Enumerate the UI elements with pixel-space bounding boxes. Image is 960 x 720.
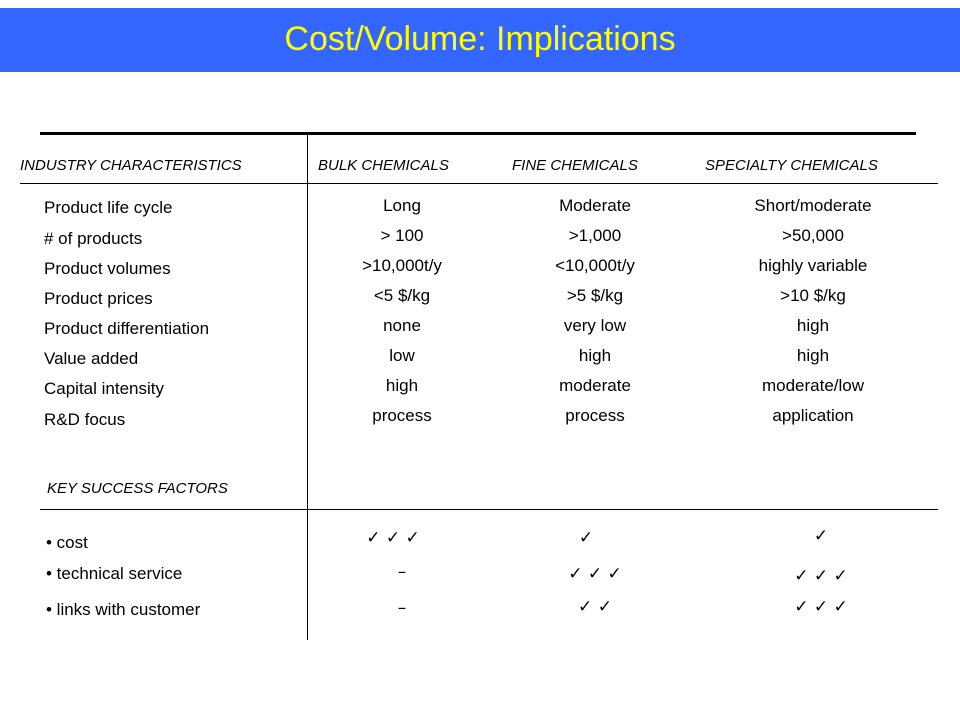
cell-specialty: application xyxy=(772,406,854,425)
row-label: Capital intensity xyxy=(44,379,165,398)
ksf-label: • links with customer xyxy=(46,600,201,619)
cell-specialty: highly variable xyxy=(758,256,868,275)
cell-fine: >5 $/kg xyxy=(566,286,624,305)
header-fine-chemicals: FINE CHEMICALS xyxy=(512,157,638,174)
ksf-bulk: – xyxy=(397,598,407,618)
cell-fine: Moderate xyxy=(559,196,631,215)
cell-specialty: moderate/low xyxy=(761,376,865,395)
cell-bulk: none xyxy=(383,316,421,335)
title-bar: Cost/Volume: Implications xyxy=(0,8,960,72)
header-rule xyxy=(20,183,938,184)
row-label: Product prices xyxy=(44,289,153,308)
cell-bulk: low xyxy=(389,346,415,365)
cell-specialty: >10 $/kg xyxy=(780,286,846,305)
cell-fine: moderate xyxy=(559,376,631,395)
ksf-fine: ✓ xyxy=(578,528,594,548)
row-label: # of products xyxy=(44,229,143,248)
ksf-bulk: – xyxy=(397,562,407,582)
top-rule xyxy=(40,132,916,135)
ksf-bulk: ✓ ✓ ✓ xyxy=(366,528,420,548)
row-label: R&D focus xyxy=(44,410,126,429)
cell-specialty: high xyxy=(796,316,830,335)
ksf-fine: ✓ ✓ ✓ xyxy=(568,564,622,584)
row-label: Product life cycle xyxy=(44,198,173,217)
header-bulk-chemicals: BULK CHEMICALS xyxy=(318,157,449,174)
cell-fine: >1,000 xyxy=(568,226,622,245)
key-success-factors-heading: KEY SUCCESS FACTORS xyxy=(47,480,228,497)
header-industry-characteristics: INDUSTRY CHARACTERISTICS xyxy=(20,157,242,174)
cell-fine: <10,000t/y xyxy=(555,256,635,275)
cell-fine: process xyxy=(565,406,625,425)
row-label: Product differentiation xyxy=(44,319,210,338)
ksf-label: • cost xyxy=(46,533,88,552)
slide-title: Cost/Volume: Implications xyxy=(284,20,676,58)
ksf-specialty: ✓ xyxy=(813,526,829,546)
cell-fine: very low xyxy=(563,316,627,335)
cell-bulk: high xyxy=(385,376,419,395)
cell-bulk: >10,000t/y xyxy=(362,256,442,275)
cell-bulk: <5 $/kg xyxy=(373,286,431,305)
header-specialty-chemicals: SPECIALTY CHEMICALS xyxy=(705,157,878,174)
ksf-rule xyxy=(40,509,938,510)
cell-bulk: Long xyxy=(383,196,421,215)
cell-specialty: Short/moderate xyxy=(754,196,872,215)
row-label: Value added xyxy=(44,349,139,368)
cell-specialty: >50,000 xyxy=(782,226,844,245)
cell-bulk: > 100 xyxy=(380,226,424,245)
cell-specialty: high xyxy=(796,346,830,365)
column-divider xyxy=(307,132,308,640)
ksf-label: • technical service xyxy=(46,564,183,583)
ksf-specialty: ✓ ✓ ✓ xyxy=(794,597,848,617)
cell-bulk: process xyxy=(372,406,432,425)
cell-fine: high xyxy=(578,346,612,365)
ksf-fine: ✓ ✓ xyxy=(578,597,612,617)
row-label: Product volumes xyxy=(44,259,171,278)
ksf-specialty: ✓ ✓ ✓ xyxy=(794,566,848,586)
